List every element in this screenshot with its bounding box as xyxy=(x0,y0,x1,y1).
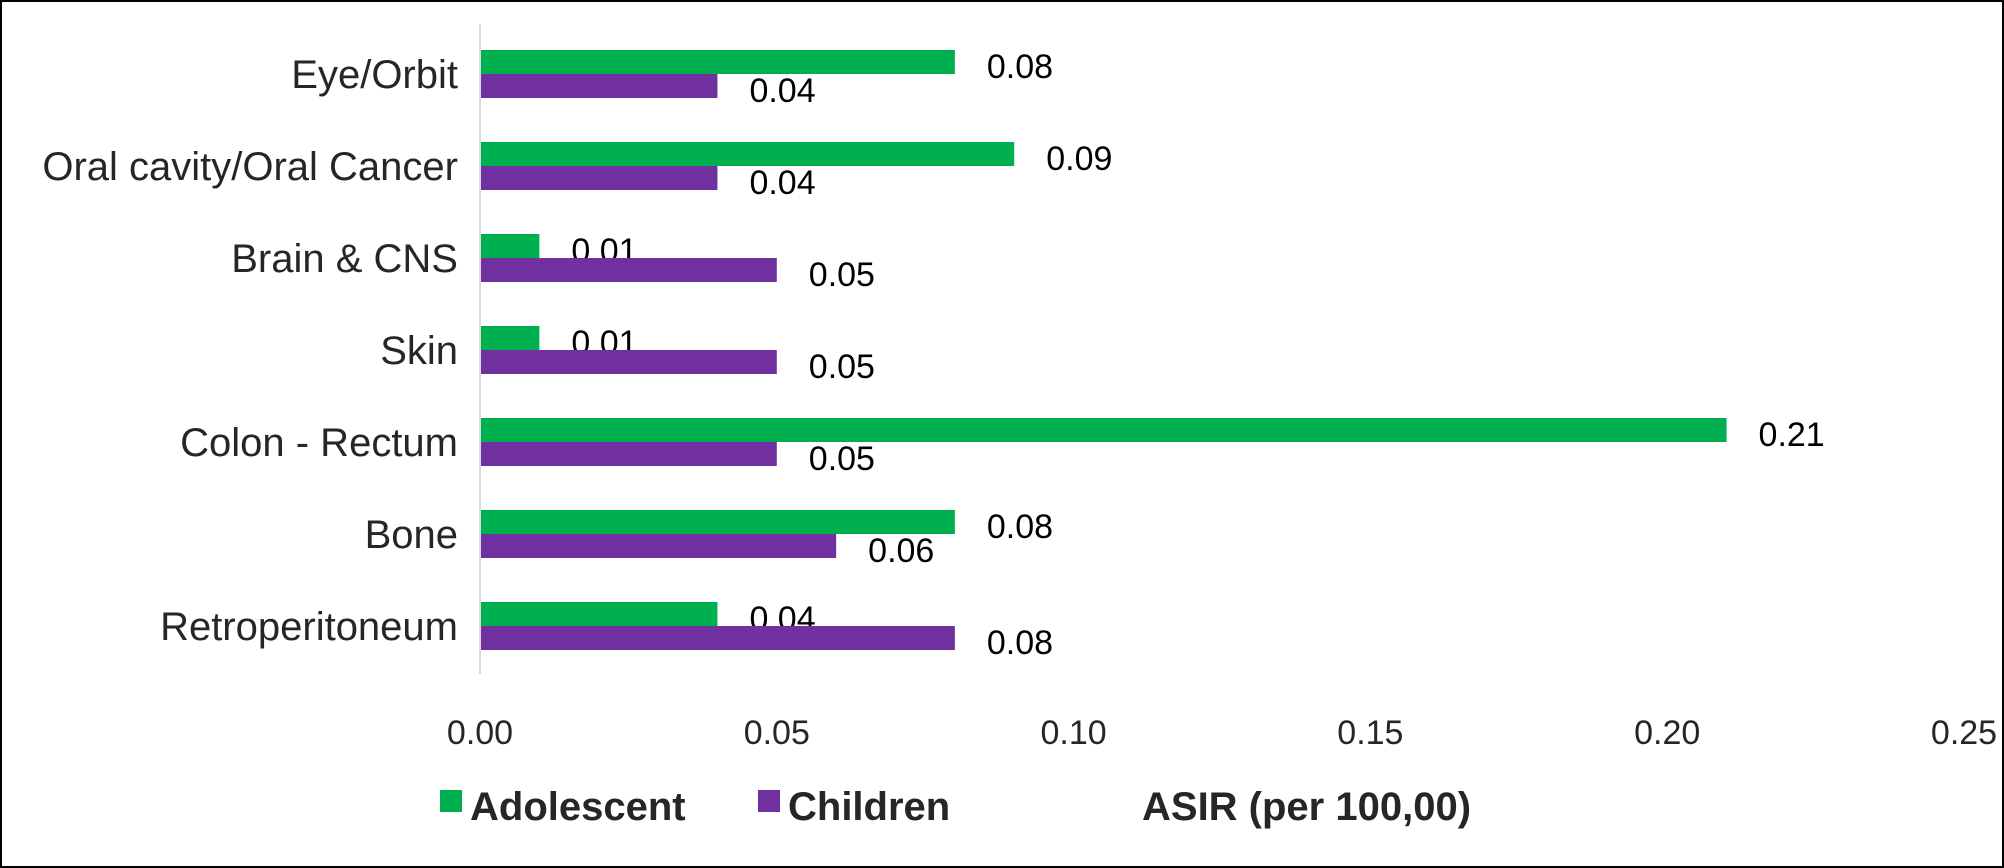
x-tick-label: 0.15 xyxy=(1337,714,1403,752)
x-tick-label: 0.20 xyxy=(1634,714,1700,752)
category-label: Brain & CNS xyxy=(231,237,458,281)
bar-children xyxy=(480,258,777,282)
bar-children xyxy=(480,626,955,650)
x-tick-label: 0.00 xyxy=(447,714,513,752)
data-label-children: 0.05 xyxy=(809,348,875,386)
data-label-adolescent: 0.09 xyxy=(1046,140,1112,178)
legend-swatch-children xyxy=(758,790,780,812)
data-label-children: 0.05 xyxy=(809,440,875,478)
category-label: Retroperitoneum xyxy=(160,605,458,649)
data-label-children: 0.04 xyxy=(749,164,815,202)
data-label-children: 0.08 xyxy=(987,624,1053,662)
x-tick-label: 0.05 xyxy=(744,714,810,752)
bar-children xyxy=(480,74,718,98)
legend-swatch-adolescent xyxy=(440,790,462,812)
category-label: Skin xyxy=(380,329,458,373)
category-label: Eye/Orbit xyxy=(291,53,458,97)
category-label: Oral cavity/Oral Cancer xyxy=(42,145,458,189)
data-label-children: 0.05 xyxy=(809,256,875,294)
x-axis-title: ASIR (per 100,00) xyxy=(1142,785,1471,829)
bar-children xyxy=(480,350,777,374)
category-label: Colon - Rectum xyxy=(180,421,458,465)
x-axis-ticks: 0.00 0.05 0.10 0.15 0.20 0.25 xyxy=(447,714,1997,752)
category-label: Bone xyxy=(365,513,458,557)
bar-children xyxy=(480,442,777,466)
bar-adolescent xyxy=(480,510,955,534)
bar-adolescent xyxy=(480,326,540,350)
data-label-adolescent: 0.21 xyxy=(1759,416,1825,454)
bar-children xyxy=(480,166,718,190)
x-tick-label: 0.10 xyxy=(1041,714,1107,752)
bar-adolescent xyxy=(480,142,1015,166)
data-label-adolescent: 0.08 xyxy=(987,48,1053,86)
bar-adolescent xyxy=(480,602,718,626)
data-label-children: 0.04 xyxy=(749,72,815,110)
data-label-children: 0.06 xyxy=(868,532,934,570)
bar-adolescent xyxy=(480,418,1727,442)
legend-label-children: Children xyxy=(788,785,950,829)
bar-adolescent xyxy=(480,50,955,74)
bars-group: 0.080.040.090.040.010.050.010.050.210.05… xyxy=(480,48,1825,662)
bar-children xyxy=(480,534,837,558)
bar-adolescent xyxy=(480,234,540,258)
x-tick-label: 0.25 xyxy=(1931,714,1997,752)
legend-label-adolescent: Adolescent xyxy=(470,785,686,829)
category-labels: Eye/Orbit Oral cavity/Oral Cancer Brain & … xyxy=(42,53,458,649)
legend: Adolescent Children xyxy=(440,785,950,829)
data-label-adolescent: 0.08 xyxy=(987,508,1053,546)
